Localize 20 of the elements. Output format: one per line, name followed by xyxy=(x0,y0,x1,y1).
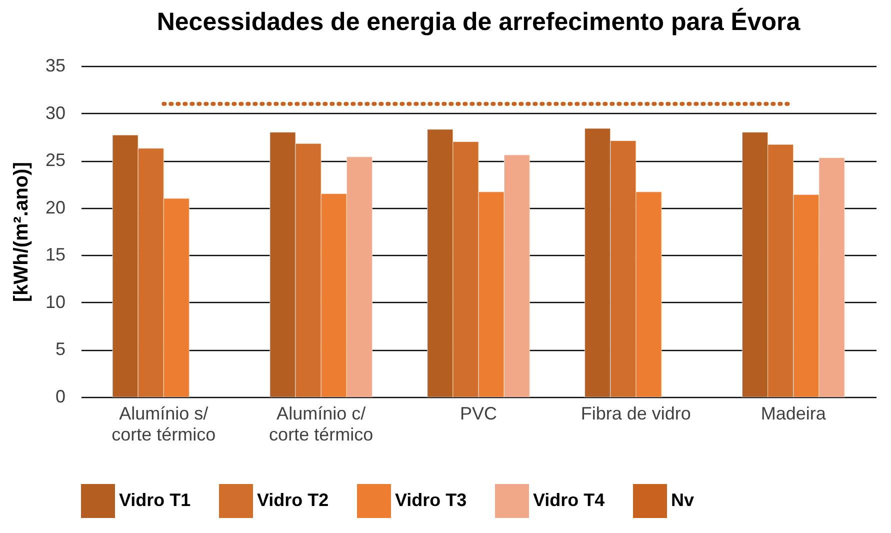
legend-label: Vidro T2 xyxy=(257,490,329,510)
y-tick-label: 25 xyxy=(45,150,66,170)
y-tick-label: 0 xyxy=(55,386,66,406)
legend-label: Vidro T1 xyxy=(119,490,191,510)
y-tick-label: 5 xyxy=(55,339,66,360)
x-tick-label: Alumínio c/ corte térmico xyxy=(269,404,374,444)
y-tick-label: 30 xyxy=(45,102,66,123)
chart-title: Necessidades de energia de arrefecimento para Évora xyxy=(156,7,802,36)
legend-label: Vidro T3 xyxy=(395,490,467,510)
y-tick-label: 15 xyxy=(45,244,66,265)
y-tick-label: 20 xyxy=(45,197,66,218)
legend-label: Nv xyxy=(671,490,694,510)
x-tick-label: Madeira xyxy=(760,404,827,424)
legend-label: Vidro T4 xyxy=(533,490,605,510)
y-tick-label: 10 xyxy=(45,292,66,312)
x-tick-label: Fibra de vidro xyxy=(580,404,691,424)
y-tick-label: 35 xyxy=(45,56,66,76)
x-tick-label: Alumínio s/ corte térmico xyxy=(112,404,216,444)
x-tick-label: PVC xyxy=(460,404,498,424)
y-axis-title: [kWh/(m².ano)] xyxy=(10,162,32,302)
